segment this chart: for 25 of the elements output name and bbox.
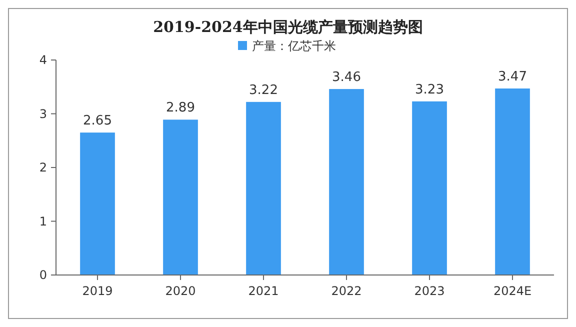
- y-tick-label: 1: [39, 214, 47, 228]
- x-tick-label: 2020: [165, 284, 196, 298]
- x-tick-label: 2024E: [493, 284, 532, 298]
- data-label: 3.46: [332, 70, 361, 86]
- data-label: 2.65: [83, 114, 112, 129]
- bar: [80, 132, 115, 275]
- bar: [163, 120, 198, 275]
- chart-title: 2019-2024年中国光缆产量预测趋势图: [153, 18, 423, 36]
- bar: [246, 102, 281, 275]
- x-tick-label: 2023: [414, 284, 445, 298]
- y-tick-label: 4: [39, 53, 47, 67]
- data-label: 2.89: [166, 100, 195, 116]
- y-tick-label: 3: [39, 106, 47, 121]
- x-tick-label: 2022: [331, 284, 362, 298]
- legend-label: 产量：亿芯千米: [252, 39, 336, 53]
- bar: [329, 89, 364, 275]
- y-tick-label: 0: [39, 268, 47, 282]
- bar: [495, 88, 530, 275]
- x-tick-label: 2019: [82, 284, 113, 298]
- data-label: 3.47: [498, 69, 527, 84]
- data-label: 3.22: [249, 82, 278, 98]
- y-tick-label: 2: [39, 160, 47, 174]
- bar: [412, 101, 447, 275]
- x-tick-label: 2021: [248, 284, 279, 298]
- data-label: 3.23: [415, 82, 444, 98]
